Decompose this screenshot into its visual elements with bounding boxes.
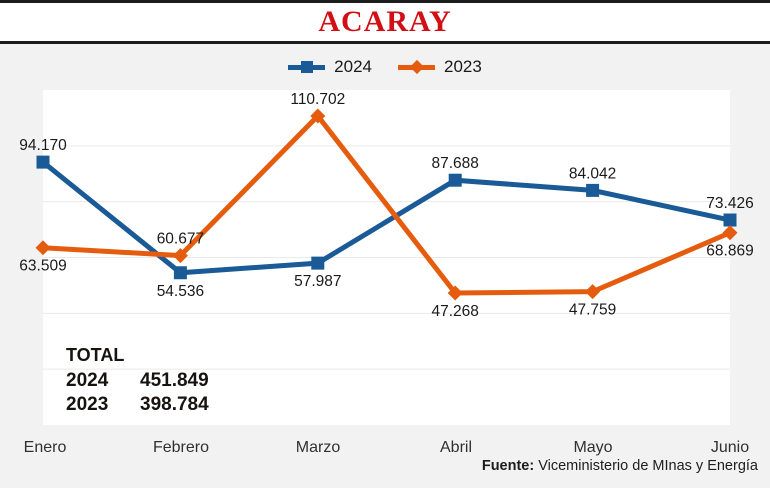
legend-label-2023: 2023 bbox=[444, 57, 482, 76]
x-axis: Enero Febrero Marzo Abril Mayo Junio bbox=[0, 439, 770, 459]
data-point-label-2023-Junio: 68.869 bbox=[706, 243, 753, 260]
x-tick-enero: Enero bbox=[23, 439, 67, 456]
data-point-2024-Febrero bbox=[173, 266, 187, 280]
data-point-2023-Abril bbox=[447, 285, 463, 301]
chart-region: 2024 2023 94.170 54.536 57.987 87.688 84.042… bbox=[0, 44, 770, 485]
header: ACARAY bbox=[0, 3, 770, 44]
x-tick-mayo: Mayo bbox=[573, 439, 613, 456]
data-point-label-2023-Marzo: 110.702 bbox=[290, 91, 345, 108]
x-tick-febrero: Febrero bbox=[152, 439, 210, 456]
data-point-label-2023-Abril: 47.268 bbox=[431, 303, 478, 320]
data-point-label-2024-Febrero: 54.536 bbox=[157, 283, 204, 300]
legend-item-2024: 2024 bbox=[288, 57, 372, 77]
totals-row-2024: 2024 451.849 bbox=[66, 369, 209, 393]
totals-year-2024: 2024 bbox=[66, 370, 109, 391]
data-point-label-2024-Enero: 94.170 bbox=[19, 137, 67, 154]
x-tick-junio: Junio bbox=[710, 439, 750, 456]
source-text: Viceministerio de MInas y Energía bbox=[538, 458, 758, 474]
data-point-label-2023-Febrero: 60.677 bbox=[157, 231, 204, 248]
totals-row-2023: 2023 398.784 bbox=[66, 393, 209, 417]
data-point-label-2024-Junio: 73.426 bbox=[706, 195, 753, 212]
line-chart: 94.170 54.536 57.987 87.688 84.042 73.426 63.5… bbox=[19, 90, 754, 425]
data-point-label-2023-Enero: 63.509 bbox=[19, 258, 66, 275]
top-rule bbox=[0, 0, 770, 3]
data-point-2024-Marzo bbox=[311, 256, 325, 270]
totals-heading: TOTAL bbox=[66, 345, 125, 365]
data-point-2023-Marzo bbox=[310, 108, 326, 124]
data-point-2023-Febrero bbox=[172, 248, 188, 264]
data-point-label-2024-Mayo: 84.042 bbox=[569, 165, 616, 182]
diamond-marker-icon bbox=[409, 59, 424, 75]
data-point-2024-Junio bbox=[723, 213, 737, 227]
data-point-label-2024-Abril: 87.688 bbox=[431, 155, 478, 172]
totals-value-2023: 398.784 bbox=[140, 394, 209, 415]
data-point-2023-Enero bbox=[35, 240, 51, 256]
data-point-label-2023-Mayo: 47.759 bbox=[569, 302, 616, 319]
x-tick-abril: Abril bbox=[439, 439, 473, 456]
series-line-2023 bbox=[42, 112, 731, 296]
x-tick-marzo: Marzo bbox=[295, 439, 341, 456]
legend-line-marker-2023-icon bbox=[398, 59, 435, 75]
legend-line-marker-2024-icon bbox=[288, 61, 326, 73]
square-marker-icon bbox=[300, 61, 313, 73]
chart-title: ACARAY bbox=[318, 5, 452, 38]
data-point-2023-Junio bbox=[722, 225, 738, 241]
totals-box: TOTAL 2024 451.849 2023 398.784 bbox=[66, 345, 209, 417]
data-point-2023-Mayo bbox=[585, 284, 601, 300]
data-point-2024-Abril bbox=[448, 173, 462, 187]
source-label: Fuente: bbox=[481, 458, 535, 474]
legend: 2024 2023 bbox=[0, 57, 770, 77]
totals-value-2024: 451.849 bbox=[140, 370, 209, 391]
data-point-2024-Mayo bbox=[586, 183, 600, 197]
totals-year-2023: 2023 bbox=[66, 394, 109, 415]
data-point-label-2024-Marzo: 57.987 bbox=[294, 273, 341, 290]
data-point-2024-Enero bbox=[36, 155, 50, 169]
source-credit: Fuente: Viceministerio de MInas y Energí… bbox=[482, 458, 758, 474]
legend-item-2023: 2023 bbox=[398, 57, 482, 77]
legend-label-2024: 2024 bbox=[334, 57, 372, 76]
